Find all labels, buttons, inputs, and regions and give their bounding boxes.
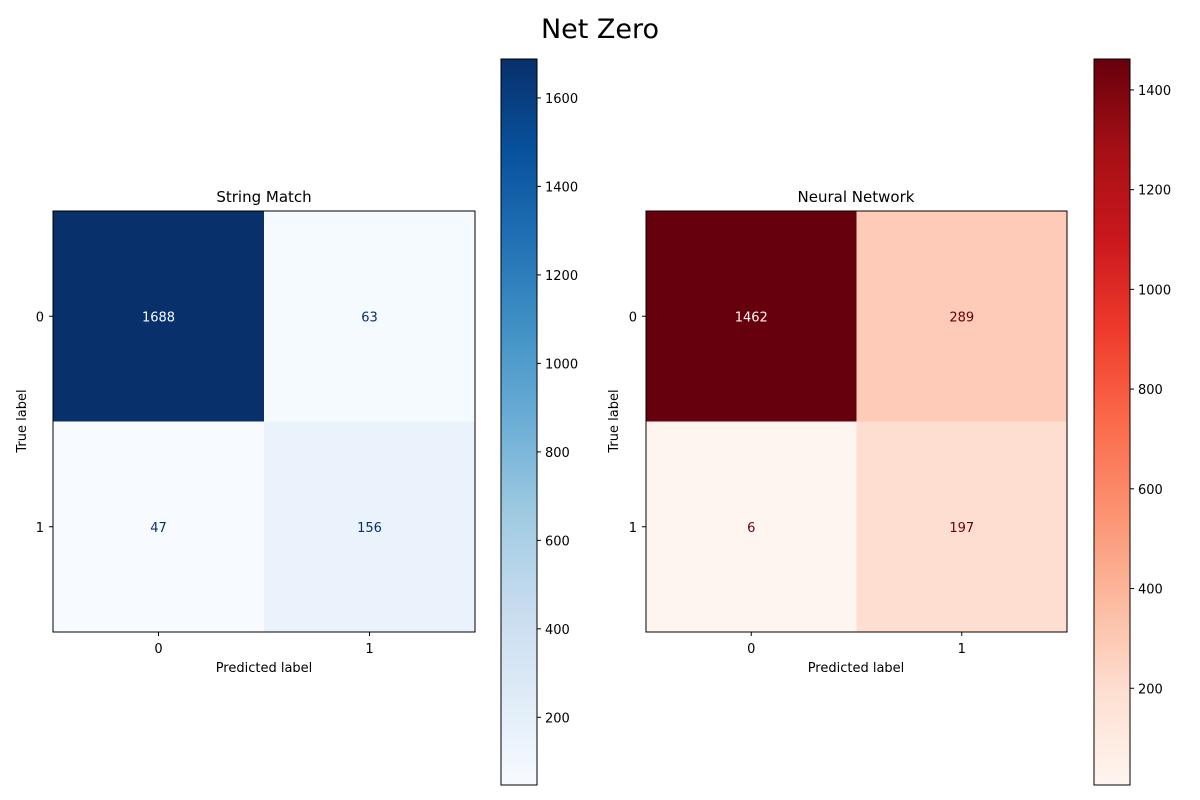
y-tick-label: 0: [629, 310, 637, 325]
cell-value-label: 6: [747, 521, 755, 536]
matrix-cell-1-0: [53, 421, 264, 632]
matrix-cell-0-0: [646, 211, 857, 422]
colorbar-tick-label: 400: [1138, 583, 1163, 598]
colorbar: 200 400 600 800 1000 1200 1400: [1093, 58, 1171, 786]
y-tick-label: 1: [36, 521, 44, 536]
matrix-cell-1-1: [264, 421, 475, 632]
y-tick-label: 0: [36, 310, 44, 325]
x-axis-label: Predicted label: [216, 661, 313, 676]
matrix-cell-0-1: [856, 211, 1067, 422]
colorbar-tick-label: 800: [1138, 383, 1163, 398]
colorbar-tick-label: 600: [1138, 483, 1163, 498]
plot-frame: [52, 210, 476, 633]
panel-title: Neural Network: [798, 188, 915, 206]
colorbar: 200 400 600 800 1000 1200 1400 1600: [500, 58, 578, 786]
y-axis-label: True label: [15, 389, 30, 453]
colorbar-gradient: [500, 58, 538, 786]
x-tick-label: 1: [365, 642, 373, 657]
cell-value-label: 1462: [735, 310, 768, 325]
cell-value-label: 47: [150, 521, 167, 536]
cell-value-label: 156: [357, 521, 382, 536]
x-tick-label: 0: [747, 642, 755, 657]
cell-value-label: 63: [361, 310, 378, 325]
colorbar-tick-label: 1000: [1138, 283, 1171, 298]
colorbar-tick-label: 1200: [545, 269, 578, 284]
plot-frame: [645, 210, 1068, 633]
colorbar-tick-label: 400: [545, 623, 570, 638]
colorbar-gradient: [1093, 58, 1131, 786]
colorbar-tick-label: 200: [545, 711, 570, 726]
colorbar-tick-label: 200: [1138, 682, 1163, 697]
matrix-cell-0-1: [264, 211, 475, 422]
confusion-matrix-string-match: String Match 1688 63 47 156 0 1 0 1 Predicted…: [15, 58, 578, 786]
confusion-matrix-neural-network: Neural Network 1462 289 6 197 0 1 0 1 Predict…: [607, 58, 1171, 786]
colorbar-tick-label: 1400: [545, 180, 578, 195]
colorbar-tick-label: 600: [545, 534, 570, 549]
cell-value-label: 1688: [142, 310, 175, 325]
colorbar-tick-label: 1400: [1138, 84, 1171, 99]
panel-title: String Match: [216, 188, 311, 206]
colorbar-tick-label: 1600: [545, 92, 578, 107]
colorbar-tick-label: 1000: [545, 357, 578, 372]
colorbar-tick-label: 800: [545, 446, 570, 461]
x-axis-label: Predicted label: [808, 661, 905, 676]
y-tick-label: 1: [629, 521, 637, 536]
matrix-cell-1-1: [856, 421, 1067, 632]
y-axis-label: True label: [607, 389, 622, 453]
matrix-cell-1-0: [646, 421, 857, 632]
matrix-cell-0-0: [53, 211, 264, 422]
cell-value-label: 289: [949, 310, 974, 325]
x-tick-label: 0: [154, 642, 162, 657]
colorbar-tick-label: 1200: [1138, 184, 1171, 199]
x-tick-label: 1: [958, 642, 966, 657]
figure-title: Net Zero: [541, 14, 659, 45]
cell-value-label: 197: [949, 521, 974, 536]
